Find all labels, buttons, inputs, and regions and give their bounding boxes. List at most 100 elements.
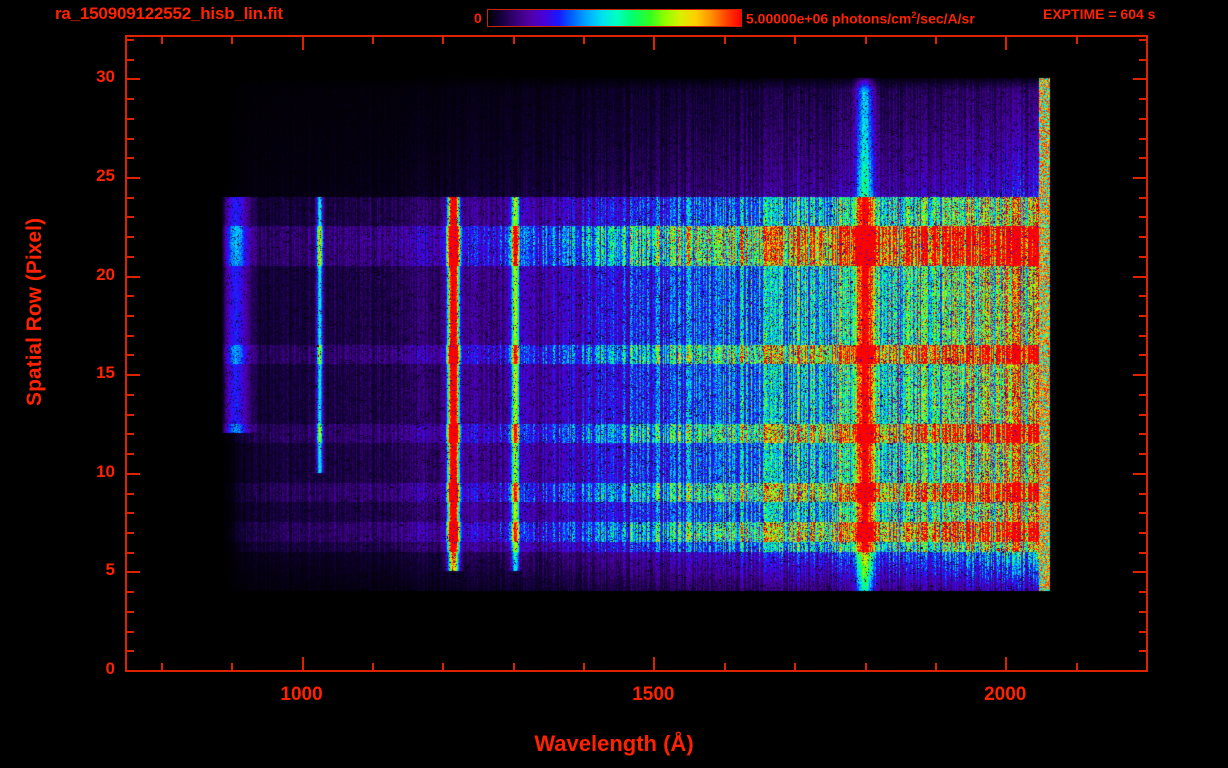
y-minor-tick-right bbox=[1139, 512, 1146, 514]
y-minor-tick-right bbox=[1139, 611, 1146, 613]
x-minor-tick bbox=[1146, 663, 1148, 670]
colorbar-units-exponent: 2 bbox=[911, 10, 917, 20]
y-minor-tick bbox=[127, 197, 134, 199]
x-tick-label: 1500 bbox=[632, 684, 675, 705]
y-major-tick bbox=[127, 374, 140, 376]
x-minor-tick bbox=[372, 663, 374, 670]
y-tick-label: 15 bbox=[96, 363, 115, 383]
y-major-tick bbox=[127, 473, 140, 475]
y-minor-tick bbox=[127, 138, 134, 140]
y-minor-tick bbox=[127, 611, 134, 613]
x-minor-tick bbox=[231, 663, 233, 670]
colorbar-gradient bbox=[487, 9, 742, 27]
y-minor-tick bbox=[127, 512, 134, 514]
y-minor-tick bbox=[127, 532, 134, 534]
colorbar-units-prefix: photons/cm bbox=[832, 10, 912, 27]
colorbar-units-suffix: /sec/A/sr bbox=[916, 10, 975, 27]
y-minor-tick bbox=[127, 591, 134, 593]
y-major-tick-right bbox=[1133, 276, 1146, 278]
x-minor-tick bbox=[724, 663, 726, 670]
y-minor-tick-right bbox=[1139, 433, 1146, 435]
y-major-tick bbox=[127, 571, 140, 573]
y-minor-tick-right bbox=[1139, 354, 1146, 356]
y-minor-tick-right bbox=[1139, 118, 1146, 120]
x-minor-tick bbox=[935, 663, 937, 670]
y-minor-tick-right bbox=[1139, 39, 1146, 41]
y-minor-tick-right bbox=[1139, 394, 1146, 396]
x-minor-tick bbox=[794, 663, 796, 670]
y-minor-tick bbox=[127, 39, 134, 41]
x-tick-label: 2000 bbox=[984, 684, 1027, 705]
y-tick-label: 5 bbox=[105, 560, 115, 580]
colorbar: 0 5.00000e+06 photons/cm2/sec/A/sr bbox=[474, 7, 975, 29]
y-minor-tick bbox=[127, 453, 134, 455]
x-minor-tick-top bbox=[865, 37, 867, 44]
heatmap-canvas bbox=[127, 37, 1146, 670]
y-tick-label: 10 bbox=[96, 461, 115, 481]
y-minor-tick bbox=[127, 631, 134, 633]
y-major-tick-right bbox=[1133, 473, 1146, 475]
colorbar-max-value: 5.00000e+06 bbox=[746, 10, 829, 27]
y-minor-tick-right bbox=[1139, 157, 1146, 159]
colorbar-max-label: 5.00000e+06 photons/cm2/sec/A/sr bbox=[746, 10, 975, 27]
y-minor-tick bbox=[127, 394, 134, 396]
x-minor-tick-top bbox=[1146, 37, 1148, 44]
y-minor-tick-right bbox=[1139, 414, 1146, 416]
y-major-tick-right bbox=[1133, 78, 1146, 80]
y-minor-tick-right bbox=[1139, 236, 1146, 238]
y-minor-tick bbox=[127, 414, 134, 416]
y-major-tick bbox=[127, 670, 140, 672]
y-minor-tick bbox=[127, 315, 134, 317]
y-minor-tick-right bbox=[1139, 98, 1146, 100]
y-minor-tick bbox=[127, 256, 134, 258]
x-minor-tick bbox=[161, 663, 163, 670]
y-axis-title: Spatial Row (Pixel) bbox=[23, 218, 46, 406]
x-minor-tick-top bbox=[1076, 37, 1078, 44]
y-minor-tick-right bbox=[1139, 315, 1146, 317]
y-minor-tick bbox=[127, 552, 134, 554]
x-minor-tick-top bbox=[935, 37, 937, 44]
x-minor-tick-top bbox=[231, 37, 233, 44]
y-major-tick-right bbox=[1133, 670, 1146, 672]
x-minor-tick-top bbox=[583, 37, 585, 44]
y-minor-tick bbox=[127, 216, 134, 218]
y-major-tick bbox=[127, 276, 140, 278]
plot-frame bbox=[125, 35, 1148, 672]
x-minor-tick bbox=[513, 663, 515, 670]
x-minor-tick-top bbox=[161, 37, 163, 44]
x-minor-tick-top bbox=[794, 37, 796, 44]
y-minor-tick bbox=[127, 98, 134, 100]
y-minor-tick bbox=[127, 493, 134, 495]
y-minor-tick-right bbox=[1139, 335, 1146, 337]
y-minor-tick-right bbox=[1139, 532, 1146, 534]
x-tick-label: 1000 bbox=[280, 684, 323, 705]
x-major-tick bbox=[653, 657, 655, 670]
y-minor-tick bbox=[127, 157, 134, 159]
y-minor-tick-right bbox=[1139, 493, 1146, 495]
y-minor-tick-right bbox=[1139, 552, 1146, 554]
y-major-tick-right bbox=[1133, 374, 1146, 376]
x-major-tick-top bbox=[653, 37, 655, 50]
y-major-tick bbox=[127, 177, 140, 179]
y-minor-tick bbox=[127, 650, 134, 652]
y-minor-tick bbox=[127, 295, 134, 297]
figure-title: ra_150909122552_hisb_lin.fit bbox=[55, 4, 283, 23]
y-major-tick bbox=[127, 78, 140, 80]
x-minor-tick bbox=[865, 663, 867, 670]
x-minor-tick bbox=[1076, 663, 1078, 670]
y-minor-tick-right bbox=[1139, 631, 1146, 633]
x-minor-tick bbox=[442, 663, 444, 670]
y-minor-tick bbox=[127, 335, 134, 337]
y-major-tick-right bbox=[1133, 177, 1146, 179]
y-minor-tick-right bbox=[1139, 138, 1146, 140]
x-minor-tick-top bbox=[372, 37, 374, 44]
y-minor-tick-right bbox=[1139, 197, 1146, 199]
x-minor-tick-top bbox=[724, 37, 726, 44]
x-minor-tick-top bbox=[442, 37, 444, 44]
y-minor-tick bbox=[127, 59, 134, 61]
x-major-tick-top bbox=[302, 37, 304, 50]
y-minor-tick-right bbox=[1139, 295, 1146, 297]
x-minor-tick bbox=[583, 663, 585, 670]
exposure-time-label: EXPTIME = 604 s bbox=[1043, 6, 1156, 22]
